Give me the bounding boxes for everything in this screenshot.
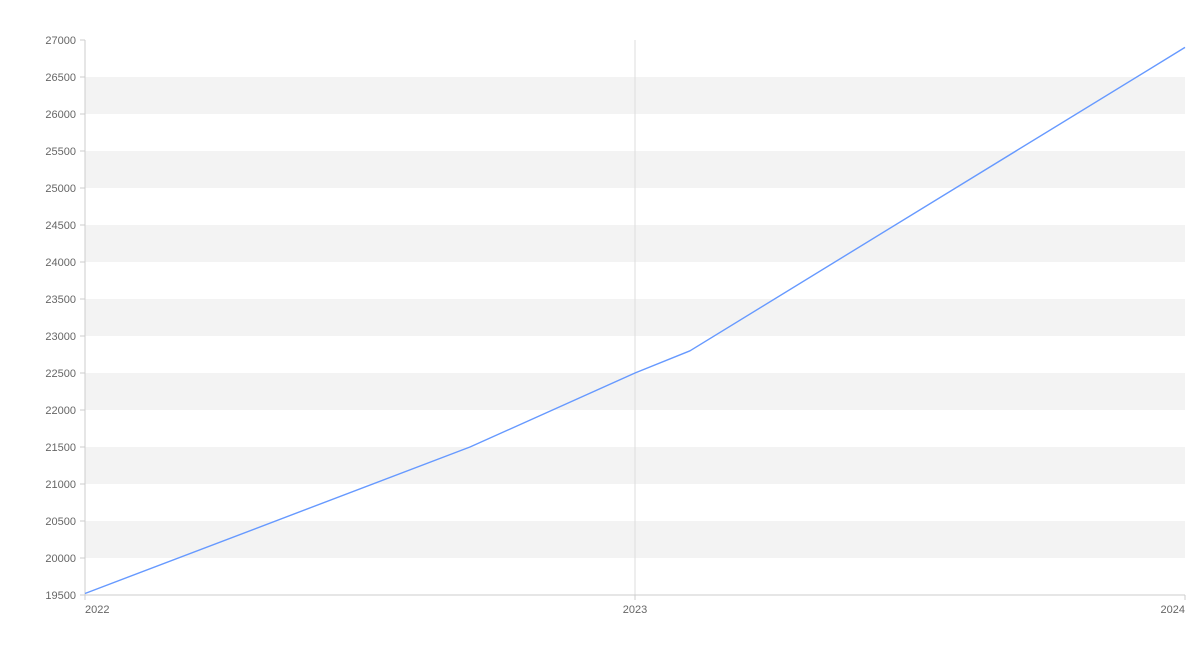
y-tick-label: 24000 (45, 257, 76, 269)
y-tick-label: 22000 (45, 405, 76, 417)
y-tick-label: 25500 (45, 146, 76, 158)
y-tick-label: 20000 (45, 553, 76, 565)
y-tick-label: 25000 (45, 183, 76, 195)
y-tick-label: 23500 (45, 294, 76, 306)
y-tick-label: 22500 (45, 368, 76, 380)
y-tick-label: 24500 (45, 220, 76, 232)
y-tick-label: 20500 (45, 516, 76, 528)
y-tick-label: 21000 (45, 479, 76, 491)
y-tick-label: 21500 (45, 442, 76, 454)
chart-container: ЗАРПЛАТА В ФИЛИАЛ ТАНДЕР В Г.СТЕРЛИТАМАК… (0, 0, 1200, 650)
y-tick-label: 26500 (45, 72, 76, 84)
y-tick-label: 19500 (45, 590, 76, 602)
x-tick-label: 2024 (1161, 604, 1185, 616)
chart-svg: 19500 20000 20500 21000 21500 22000 22500 23000… (0, 0, 1200, 650)
x-tick-label: 2023 (623, 604, 647, 616)
y-tick-label: 27000 (45, 35, 76, 47)
x-tick-label: 2022 (85, 604, 109, 616)
y-tick-label: 26000 (45, 109, 76, 121)
y-tick-label: 23000 (45, 331, 76, 343)
